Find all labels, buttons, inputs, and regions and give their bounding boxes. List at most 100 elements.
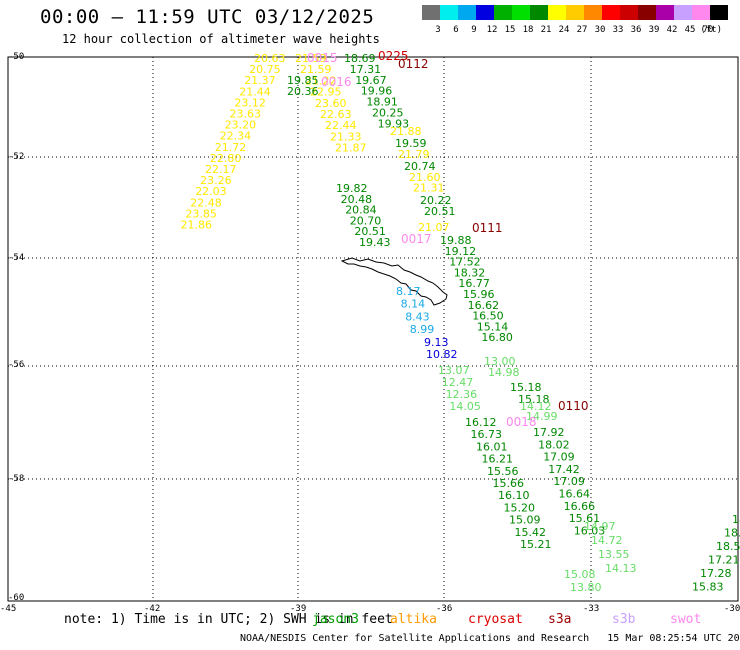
swh-value: 21.44 [239, 85, 270, 98]
swh-value: 23.85 [185, 207, 217, 220]
lat-label: -60 [8, 593, 25, 603]
swh-value: 23.12 [234, 96, 266, 109]
swh-value: 15.66 [493, 477, 525, 490]
legend-value: 18 [523, 25, 534, 35]
swh-value: 13.80 [570, 581, 602, 594]
lon-label: -36 [436, 604, 453, 614]
swh-value: 21.79 [398, 148, 430, 161]
swh-value: 16.21 [482, 453, 514, 466]
swh-value: 21.37 [244, 74, 276, 87]
swh-value: 22.17 [205, 163, 237, 176]
pass-time-label: 0018 [506, 415, 537, 429]
pass-time-label: 0225 [378, 49, 409, 63]
legend-value: 15 [505, 25, 516, 35]
legend-swatch [548, 5, 566, 20]
swh-value: 16.12 [465, 416, 497, 429]
swh-value: 18.02 [538, 438, 570, 451]
swh-value: 15.09 [509, 514, 541, 527]
swh-value: 14.13 [605, 562, 637, 575]
legend-swatch [476, 5, 494, 20]
lon-label: -33 [583, 604, 600, 614]
swh-value: 18.91 [366, 96, 398, 109]
legend-value: 12 [487, 25, 498, 35]
swh-value: 8.99 [410, 323, 435, 336]
legend-swatch [458, 5, 476, 20]
lat-label: -50 [8, 52, 25, 62]
map-title: 00:00 – 11:59 UTC 03/12/2025 [40, 6, 375, 28]
swh-value: 21.22 [305, 74, 337, 87]
lat-label: -54 [8, 253, 25, 263]
credit-line: NOAA/NESDIS Center for Satellite Applica… [240, 633, 740, 644]
swh-value: 20.75 [249, 63, 281, 76]
footer-note: note: 1) Time is in UTC; 2) SWH is in fe… [64, 612, 393, 627]
swh-value: 19.96 [361, 85, 393, 98]
swh-value: 19.67 [355, 74, 387, 87]
swh-value: 19.85 [287, 74, 319, 87]
swh-value: 16.73 [471, 428, 503, 441]
legend-satellite-s3a: s3a [548, 612, 572, 627]
swh-value: 9.13 [424, 336, 449, 349]
legend-swatch [422, 5, 440, 20]
swh-value: 15.42 [515, 526, 547, 539]
swh-value: 16.10 [498, 489, 530, 502]
swh-value: 16.01 [476, 440, 508, 453]
swh-value: 16.66 [564, 500, 596, 513]
legend-value: 24 [559, 25, 570, 35]
lat-label: -52 [8, 152, 25, 162]
lon-label: -39 [290, 604, 307, 614]
swh-value: 14.72 [591, 534, 623, 547]
swh-value: 17.09 [553, 475, 585, 488]
swh-value: 14.99 [526, 410, 558, 423]
swh-value: 20.22 [420, 194, 452, 207]
swh-value: 18.4 [724, 527, 740, 540]
pass-time-label: 0110 [558, 399, 589, 413]
legend-value: 9 [471, 25, 476, 35]
legend-value: 33 [613, 25, 624, 35]
swh-value: 8.17 [396, 285, 421, 298]
legend-swatch [692, 5, 710, 20]
legend-swatch [638, 5, 656, 20]
legend-satellite-jason3: jason3 [312, 612, 359, 627]
legend-unit: (ft) [700, 25, 722, 35]
legend-value: 36 [631, 25, 642, 35]
swh-value: 12.47 [442, 376, 474, 389]
swh-value: 23.60 [315, 97, 347, 110]
swh-value: 23.20 [225, 119, 257, 132]
swh-value: 17.92 [533, 426, 565, 439]
swh-value: 23.63 [230, 108, 262, 121]
swh-value: 21.59 [300, 63, 332, 76]
swh-value: 20.70 [350, 214, 382, 227]
legend-swatch [674, 5, 692, 20]
legend-swatch [566, 5, 584, 20]
swh-value: 16.62 [468, 299, 500, 312]
swh-value: 15.21 [520, 538, 552, 551]
swh-value: 20.48 [341, 193, 373, 206]
swh-value: 16.03 [574, 524, 606, 537]
map-frame [7, 56, 739, 602]
south-georgia-coastline [340, 257, 448, 306]
legend-swatch [710, 5, 728, 20]
legend-value: 6 [453, 25, 458, 35]
legend-swatch [584, 5, 602, 20]
swh-value: 20.25 [372, 107, 404, 120]
swh-value: 15.14 [477, 320, 509, 333]
legend-value: 3 [435, 25, 440, 35]
swh-value: 22.03 [195, 185, 227, 198]
legend-value: 21 [541, 25, 552, 35]
swh-value: 14.12 [520, 400, 552, 413]
swh-value: 12.36 [446, 388, 478, 401]
legend-value: 70 [703, 25, 714, 35]
swh-value: 21.86 [181, 219, 213, 232]
swh-value: 20.36 [287, 85, 319, 98]
pass-time-label: 0112 [398, 57, 429, 71]
swh-value: 17.31 [350, 63, 382, 76]
swh-value: 19.12 [445, 245, 477, 258]
legend-swatch [602, 5, 620, 20]
color-legend: 3 6 9 12 15 18 21 24 27 30 33 36 39 42 45 70(ft) [422, 5, 728, 35]
swh-value: 17.21 [708, 554, 740, 567]
swh-value: 19.88 [440, 234, 472, 247]
swh-value: 15.61 [569, 512, 601, 525]
swh-value: 16.50 [472, 310, 504, 323]
swh-value: 18.69 [344, 52, 376, 65]
